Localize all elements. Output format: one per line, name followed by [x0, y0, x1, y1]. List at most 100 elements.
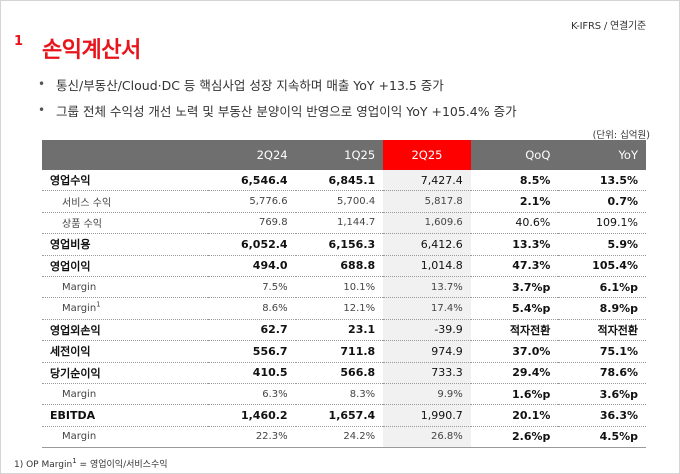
row-label-text: 서비스 수익 — [62, 198, 112, 210]
cell-yoy: 4.5%p — [558, 426, 646, 449]
cell-yoy: 36.3% — [558, 404, 646, 427]
cell-qoq: 37.0% — [470, 340, 559, 363]
cell-1q25: 5,700.4 — [295, 190, 384, 213]
cell-2q24: 5,776.6 — [208, 190, 296, 213]
bullet-dot-icon: • — [38, 77, 46, 91]
table-row: 상품 수익 769.8 1,144.7 1,609.6 40.6% 109.1% — [42, 212, 646, 235]
cell-2q25: 17.4% — [383, 297, 471, 320]
page-title: 손익계산서 — [42, 38, 141, 63]
cell-yoy: 6.1%p — [558, 276, 646, 299]
cell-1q25: 24.2% — [295, 426, 384, 449]
cell-1q25: 6,845.1 — [295, 170, 384, 192]
bullet-item: • 그룹 전체 수익성 개선 노력 및 부동산 분양이익 반영으로 영업이익 Y… — [38, 97, 517, 123]
cell-1q25: 711.8 — [295, 340, 384, 363]
table-row: 서비스 수익 5,776.6 5,700.4 5,817.8 2.1% 0.7% — [42, 190, 646, 213]
cell-qoq: 3.7%p — [470, 276, 559, 299]
cell-2q24: 556.7 — [208, 340, 296, 363]
bullet-text: 그룹 전체 수익성 개선 노력 및 부동산 분양이익 반영으로 영업이익 YoY… — [56, 103, 517, 119]
cell-2q25: 26.8% — [383, 426, 471, 449]
row-label: Margin — [42, 383, 208, 406]
row-label: 세전이익 — [42, 340, 208, 363]
row-label: 영업비용 — [42, 233, 208, 256]
cell-yoy: 13.5% — [558, 170, 646, 192]
cell-2q24: 8.6% — [208, 297, 296, 320]
summary-bullets: • 통신/부동산/Cloud·DC 등 핵심사업 성장 지속하며 매출 YoY … — [38, 71, 517, 123]
cell-2q24: 494.0 — [208, 255, 296, 277]
row-label-text: 영업이익 — [50, 259, 91, 273]
header-qoq: QoQ — [470, 140, 559, 170]
cell-2q25: 13.7% — [383, 276, 471, 299]
income-statement-table: 2Q24 1Q25 2Q25 QoQ YoY 영업수익 6,546.4 6,845.… — [42, 140, 646, 449]
header-label — [42, 140, 208, 170]
row-label-text: 세전이익 — [50, 345, 91, 359]
cell-1q25: 8.3% — [295, 383, 384, 406]
row-label: 서비스 수익 — [42, 190, 208, 213]
row-label-text: Margin — [62, 431, 97, 443]
cell-2q24: 22.3% — [208, 426, 296, 449]
cell-2q24: 410.5 — [208, 362, 296, 384]
accounting-basis: K-IFRS / 연결기준 — [570, 21, 646, 32]
table-header-row: 2Q24 1Q25 2Q25 QoQ YoY — [42, 140, 646, 170]
row-label-text: Margin — [62, 303, 97, 315]
row-label-text: 영업외손익 — [50, 323, 101, 337]
row-label-text: Margin — [62, 388, 97, 400]
cell-1q25: 12.1% — [295, 297, 384, 320]
cell-2q24: 6,052.4 — [208, 233, 296, 256]
header-yoy: YoY — [558, 140, 646, 170]
row-label: 영업수익 — [42, 170, 208, 192]
cell-2q25: 9.9% — [383, 383, 471, 406]
cell-yoy: 109.1% — [558, 212, 646, 235]
cell-yoy: 적자전환 — [558, 319, 646, 342]
cell-2q25: 7,427.4 — [383, 170, 471, 192]
row-label: 영업이익 — [42, 255, 208, 277]
header-2q24: 2Q24 — [208, 140, 296, 170]
cell-2q24: 769.8 — [208, 212, 296, 235]
section-number: 1 — [14, 34, 24, 49]
cell-yoy: 5.9% — [558, 233, 646, 256]
cell-1q25: 6,156.3 — [295, 233, 384, 256]
cell-2q25: -39.9 — [383, 319, 471, 342]
row-label-text: Margin — [62, 281, 97, 293]
cell-1q25: 1,144.7 — [295, 212, 384, 235]
cell-1q25: 566.8 — [295, 362, 384, 384]
cell-qoq: 40.6% — [470, 212, 559, 235]
cell-qoq: 20.1% — [470, 404, 559, 427]
cell-qoq: 8.5% — [470, 170, 559, 192]
cell-qoq: 5.4%p — [470, 297, 559, 320]
cell-2q25: 5,817.8 — [383, 190, 471, 213]
row-label-text: 상품 수익 — [62, 219, 102, 231]
cell-2q24: 1,460.2 — [208, 404, 296, 427]
row-label-text: EBITDA — [50, 408, 96, 422]
cell-1q25: 10.1% — [295, 276, 384, 299]
footnote: 1) OP Margin1 = 영업이익/서비스수익 — [14, 457, 168, 471]
row-label: 상품 수익 — [42, 212, 208, 235]
row-label-sup: 1 — [96, 300, 101, 309]
cell-2q24: 7.5% — [208, 276, 296, 299]
table-row: Margin 7.5% 10.1% 13.7% 3.7%p 6.1%p — [42, 276, 646, 299]
cell-yoy: 3.6%p — [558, 383, 646, 406]
row-label: Margin — [42, 426, 208, 449]
table-row: Margin1 8.6% 12.1% 17.4% 5.4%p 8.9%p — [42, 297, 646, 320]
row-label: 영업외손익 — [42, 319, 208, 342]
cell-2q24: 62.7 — [208, 319, 296, 342]
row-label: Margin1 — [42, 297, 208, 320]
bullet-item: • 통신/부동산/Cloud·DC 등 핵심사업 성장 지속하며 매출 YoY … — [38, 71, 517, 97]
row-label: 당기순이익 — [42, 362, 208, 384]
footnote-sup: 1 — [72, 457, 77, 465]
bullet-dot-icon: • — [38, 103, 46, 117]
row-label: Margin — [42, 276, 208, 299]
cell-yoy: 8.9%p — [558, 297, 646, 320]
cell-qoq: 2.1% — [470, 190, 559, 213]
cell-yoy: 0.7% — [558, 190, 646, 213]
table-row: Margin 22.3% 24.2% 26.8% 2.6%p 4.5%p — [42, 426, 646, 449]
table-row: 영업비용 6,052.4 6,156.3 6,412.6 13.3% 5.9% — [42, 233, 646, 256]
header-2q25: 2Q25 — [383, 140, 471, 170]
cell-1q25: 688.8 — [295, 255, 384, 277]
cell-2q24: 6,546.4 — [208, 170, 296, 192]
cell-2q25: 6,412.6 — [383, 233, 471, 256]
bullet-text: 통신/부동산/Cloud·DC 등 핵심사업 성장 지속하며 매출 YoY +1… — [56, 77, 444, 93]
table-row: 영업수익 6,546.4 6,845.1 7,427.4 8.5% 13.5% — [42, 170, 646, 192]
table-row: 당기순이익 410.5 566.8 733.3 29.4% 78.6% — [42, 362, 646, 384]
cell-yoy: 78.6% — [558, 362, 646, 384]
cell-qoq: 적자전환 — [470, 319, 559, 342]
